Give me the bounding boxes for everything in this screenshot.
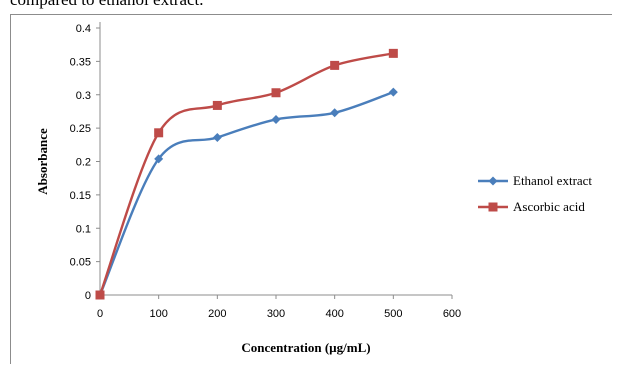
data-point-ethanol-extract bbox=[154, 154, 164, 164]
y-tick-label: 0.4 bbox=[76, 23, 91, 35]
series-layer bbox=[95, 48, 398, 300]
legend-item-ascorbic-acid: Ascorbic acid bbox=[478, 199, 585, 214]
data-point-ascorbic-acid bbox=[154, 128, 164, 138]
y-tick-label: 0.35 bbox=[70, 56, 91, 68]
x-tick-label: 600 bbox=[443, 308, 461, 320]
axes: 0 0.05 0.1 0.15 0.2 0.25 0.3 0.35 0.4 0 100 200 300 4… bbox=[70, 22, 461, 320]
y-tick-label: 0.25 bbox=[70, 123, 91, 135]
x-tick-label: 300 bbox=[267, 308, 285, 320]
data-point-ascorbic-acid bbox=[271, 88, 281, 98]
data-point-ethanol-extract bbox=[330, 108, 340, 118]
data-point-ascorbic-acid bbox=[95, 290, 105, 300]
legend-marker bbox=[488, 202, 498, 212]
series-ascorbic-acid bbox=[95, 48, 398, 300]
y-tick-label: 0.2 bbox=[76, 157, 91, 169]
y-tick-label: 0.15 bbox=[70, 190, 91, 202]
x-tick-label: 500 bbox=[384, 308, 402, 320]
data-point-ethanol-extract bbox=[388, 87, 398, 97]
x-tick-label: 0 bbox=[97, 308, 103, 320]
figure-caption: compared to ethanol extract. bbox=[10, 0, 204, 10]
y-tick-label: 0.3 bbox=[76, 90, 91, 102]
legend-label: Ascorbic acid bbox=[513, 199, 585, 214]
series-line-ascorbic-acid bbox=[98, 52, 394, 296]
data-point-ethanol-extract bbox=[271, 114, 281, 124]
data-point-ascorbic-acid bbox=[212, 100, 222, 110]
data-point-ascorbic-acid bbox=[388, 48, 398, 58]
legend: Ethanol extract Ascorbic acid bbox=[478, 173, 592, 214]
data-point-ethanol-extract bbox=[212, 132, 222, 142]
series-ethanol-extract bbox=[95, 87, 398, 300]
x-tick-label: 200 bbox=[208, 308, 226, 320]
x-tick-label: 100 bbox=[149, 308, 167, 320]
legend-item-ethanol-extract: Ethanol extract bbox=[478, 173, 592, 188]
y-axis-title: Absorbance bbox=[35, 128, 50, 195]
data-point-ascorbic-acid bbox=[330, 60, 340, 70]
legend-marker bbox=[488, 176, 498, 186]
series-line-ethanol-extract bbox=[98, 90, 394, 296]
chart-frame bbox=[10, 14, 612, 364]
legend-label: Ethanol extract bbox=[513, 173, 592, 188]
y-tick-label: 0.05 bbox=[70, 257, 91, 269]
y-tick-label: 0 bbox=[85, 290, 91, 302]
x-tick-label: 400 bbox=[325, 308, 343, 320]
x-axis-title: Concentration (µg/mL) bbox=[241, 340, 370, 355]
y-tick-label: 0.1 bbox=[76, 223, 91, 235]
